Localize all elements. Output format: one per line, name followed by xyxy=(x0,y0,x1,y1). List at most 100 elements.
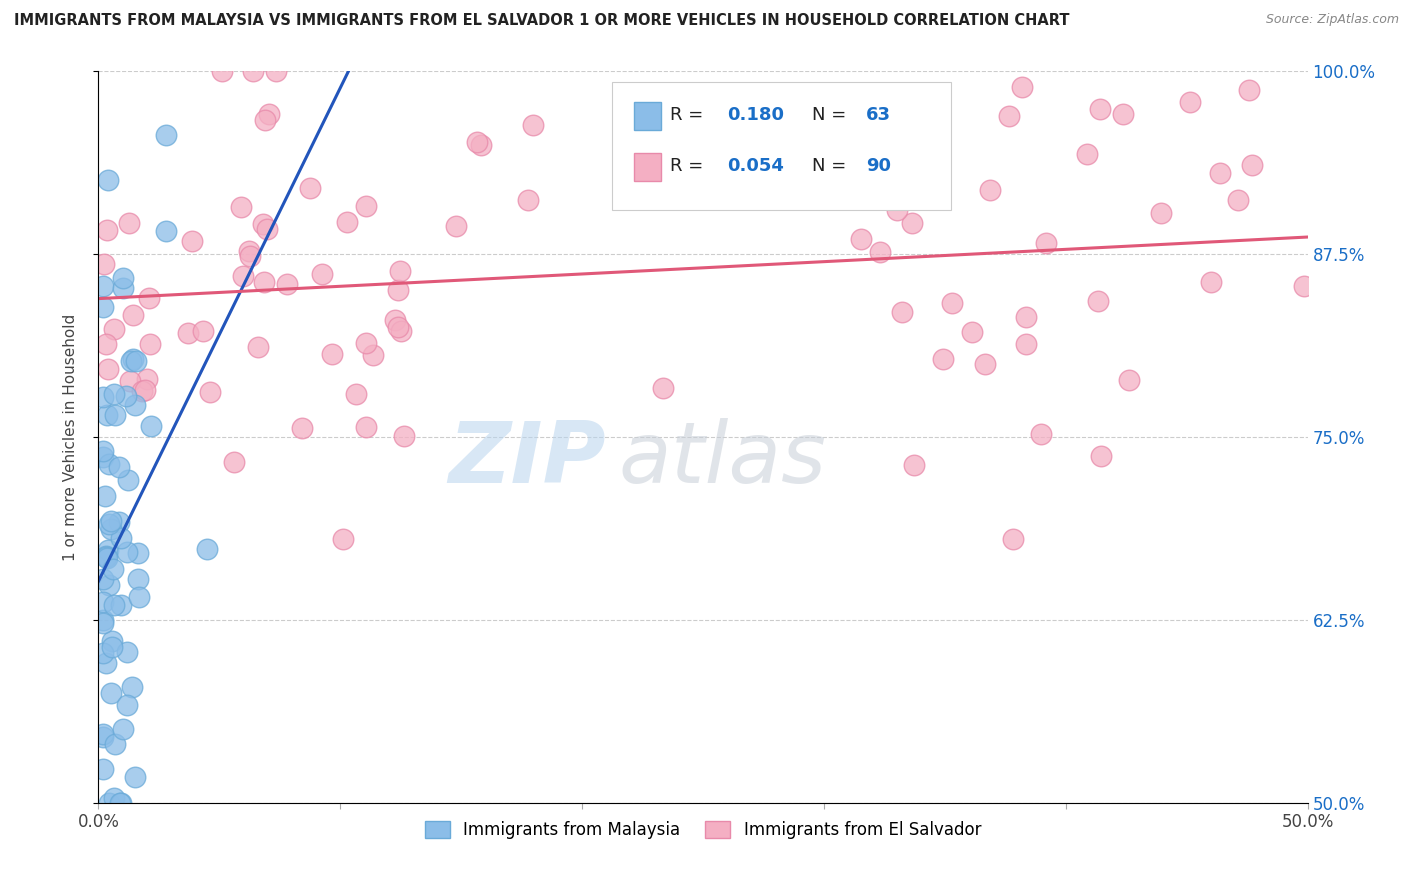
Point xyxy=(842,181,865,195)
Text: R =: R = xyxy=(671,157,710,175)
Point xyxy=(1029,426,1052,441)
Point xyxy=(1035,235,1057,250)
Point xyxy=(446,219,468,233)
Point xyxy=(387,283,409,297)
Point xyxy=(91,450,114,464)
Point xyxy=(960,325,983,339)
Point xyxy=(103,322,125,336)
Point xyxy=(252,217,274,231)
Text: Source: ZipAtlas.com: Source: ZipAtlas.com xyxy=(1265,13,1399,27)
Point xyxy=(97,543,120,558)
Point xyxy=(336,215,359,229)
Legend: Immigrants from Malaysia, Immigrants from El Salvador: Immigrants from Malaysia, Immigrants fro… xyxy=(418,814,988,846)
Point xyxy=(100,514,122,528)
Point xyxy=(155,224,177,238)
Point xyxy=(211,64,233,78)
Point xyxy=(932,352,955,367)
Point xyxy=(121,680,143,694)
Point xyxy=(125,354,148,368)
Point xyxy=(110,598,132,612)
Point xyxy=(101,633,124,648)
Point xyxy=(361,348,384,362)
Point xyxy=(94,489,117,503)
Point xyxy=(94,336,117,351)
Point xyxy=(94,549,117,564)
Point xyxy=(1241,158,1264,172)
Point xyxy=(103,790,125,805)
Point xyxy=(128,590,150,604)
Point xyxy=(901,216,924,230)
Point xyxy=(108,459,131,474)
Point xyxy=(91,730,114,744)
Point xyxy=(291,421,314,435)
Point xyxy=(869,244,891,259)
Point xyxy=(311,267,333,281)
Point xyxy=(886,202,908,217)
Point xyxy=(120,354,142,368)
Text: 90: 90 xyxy=(866,157,891,175)
Point xyxy=(127,546,149,560)
Point xyxy=(117,473,139,487)
Point xyxy=(124,398,146,412)
Point xyxy=(122,308,145,322)
Point xyxy=(96,549,118,564)
Point xyxy=(108,515,131,529)
Point xyxy=(115,698,138,712)
Text: 0.054: 0.054 xyxy=(727,157,785,175)
Point xyxy=(103,599,125,613)
Point xyxy=(138,292,160,306)
Point xyxy=(1076,146,1098,161)
Point xyxy=(1209,166,1232,180)
Point xyxy=(98,457,121,471)
Point xyxy=(91,594,114,608)
Point xyxy=(118,374,141,388)
Point xyxy=(1090,450,1112,464)
Point xyxy=(354,199,377,213)
Point xyxy=(299,181,322,195)
Point xyxy=(103,386,125,401)
Point xyxy=(117,545,139,559)
Point xyxy=(139,337,162,351)
Point xyxy=(1118,373,1140,387)
Point xyxy=(115,645,138,659)
Point xyxy=(384,313,406,327)
Point xyxy=(108,796,131,810)
Text: IMMIGRANTS FROM MALAYSIA VS IMMIGRANTS FROM EL SALVADOR 1 OR MORE VEHICLES IN HO: IMMIGRANTS FROM MALAYSIA VS IMMIGRANTS F… xyxy=(14,13,1070,29)
Point xyxy=(91,444,114,458)
Point xyxy=(247,341,270,355)
Point xyxy=(242,64,264,78)
Text: ZIP: ZIP xyxy=(449,417,606,500)
Point xyxy=(97,517,120,532)
Point xyxy=(98,796,121,810)
Point xyxy=(1150,205,1173,219)
Point xyxy=(1112,107,1135,121)
Point xyxy=(135,372,157,386)
Point xyxy=(96,222,118,236)
Point xyxy=(191,324,214,338)
Point xyxy=(388,264,411,278)
Point xyxy=(941,295,963,310)
Point xyxy=(91,613,114,627)
Point xyxy=(1226,193,1249,207)
Point xyxy=(111,722,134,736)
Point xyxy=(104,408,127,422)
Point xyxy=(1087,294,1109,309)
Text: 0.180: 0.180 xyxy=(727,105,785,123)
Point xyxy=(891,305,914,319)
Point xyxy=(114,389,136,403)
Point xyxy=(134,383,156,397)
Point xyxy=(813,186,835,200)
Point xyxy=(100,522,122,536)
Point xyxy=(998,109,1021,123)
Point xyxy=(465,135,488,149)
Point xyxy=(253,275,276,289)
Point xyxy=(91,762,114,776)
Point xyxy=(1178,95,1201,110)
Point xyxy=(96,408,118,422)
Point xyxy=(232,268,254,283)
Point xyxy=(259,107,281,121)
Point xyxy=(332,533,354,547)
Point xyxy=(652,381,675,395)
Point xyxy=(229,200,252,214)
Point xyxy=(392,429,415,443)
